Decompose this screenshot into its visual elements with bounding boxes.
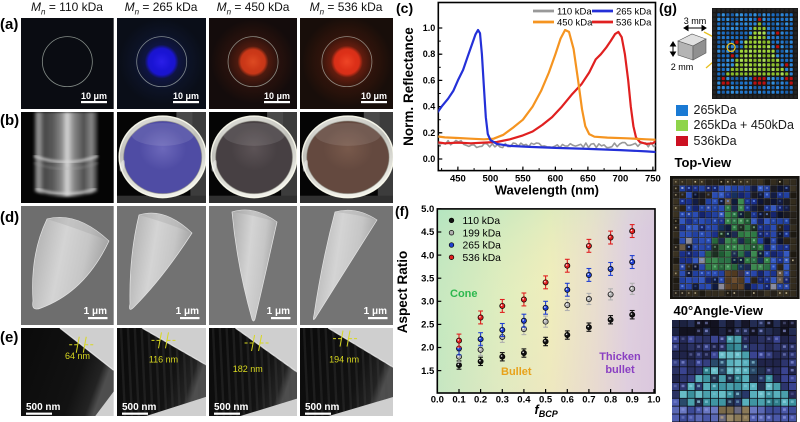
- svg-text:10 μm: 10 μm: [264, 91, 290, 101]
- svg-text:3 mm: 3 mm: [684, 16, 707, 26]
- svg-text:110 kDa: 110 kDa: [557, 7, 592, 18]
- svg-text:5.0: 5.0: [421, 204, 434, 215]
- svg-text:4.5: 4.5: [421, 227, 435, 238]
- svg-text:Bullet: Bullet: [501, 366, 532, 378]
- svg-text:0.0: 0.0: [431, 395, 444, 406]
- svg-text:199 kDa: 199 kDa: [463, 228, 502, 239]
- svg-text:0.8: 0.8: [423, 49, 436, 59]
- svg-text:650: 650: [580, 174, 596, 185]
- svg-text:265 kDa: 265 kDa: [616, 7, 652, 18]
- svg-text:500 nm: 500 nm: [214, 402, 249, 413]
- svg-text:0.5: 0.5: [539, 395, 553, 406]
- svg-text:600: 600: [547, 174, 563, 185]
- svg-text:0.4: 0.4: [423, 102, 436, 112]
- svg-text:550: 550: [515, 174, 531, 185]
- svg-text:10 μm: 10 μm: [361, 91, 387, 101]
- svg-text:116 nm: 116 nm: [148, 354, 177, 364]
- svg-text:0.0: 0.0: [423, 154, 436, 164]
- svg-text:bullet: bullet: [605, 364, 635, 376]
- svg-text:Cone: Cone: [450, 288, 478, 300]
- svg-text:700: 700: [612, 174, 628, 185]
- svg-text:1 μm: 1 μm: [266, 306, 289, 317]
- svg-text:1 μm: 1 μm: [363, 306, 386, 317]
- svg-text:750: 750: [645, 174, 661, 185]
- svg-text:64 nm: 64 nm: [65, 351, 90, 361]
- svg-text:Aspect Ratio: Aspect Ratio: [395, 251, 410, 334]
- svg-text:Thicken: Thicken: [599, 351, 641, 363]
- svg-text:194 nm: 194 nm: [329, 354, 359, 364]
- svg-text:1.0: 1.0: [647, 395, 660, 406]
- svg-text:0.6: 0.6: [561, 395, 574, 406]
- svg-text:0.2: 0.2: [423, 128, 436, 138]
- svg-text:3.5: 3.5: [421, 273, 435, 284]
- svg-text:0.7: 0.7: [582, 395, 595, 406]
- svg-text:0.4: 0.4: [517, 395, 531, 406]
- svg-text:500: 500: [482, 174, 498, 185]
- svg-text:2.0: 2.0: [421, 343, 434, 354]
- svg-text:536 kDa: 536 kDa: [616, 18, 652, 29]
- svg-text:450 kDa: 450 kDa: [557, 18, 593, 29]
- svg-text:500 nm: 500 nm: [26, 402, 61, 413]
- svg-text:0.8: 0.8: [604, 395, 617, 406]
- svg-text:10 μm: 10 μm: [81, 91, 107, 101]
- svg-text:0.6: 0.6: [423, 75, 436, 85]
- svg-text:450: 450: [450, 174, 466, 185]
- svg-text:2 mm: 2 mm: [671, 62, 694, 72]
- svg-text:536 kDa: 536 kDa: [463, 253, 502, 264]
- svg-text:1 μm: 1 μm: [84, 306, 107, 317]
- svg-text:10 μm: 10 μm: [173, 91, 199, 101]
- svg-text:0.9: 0.9: [626, 395, 639, 406]
- svg-text:0.2: 0.2: [474, 395, 487, 406]
- svg-text:2.5: 2.5: [421, 320, 435, 331]
- svg-text:4.0: 4.0: [421, 250, 434, 261]
- svg-text:265 kDa: 265 kDa: [463, 241, 502, 252]
- svg-text:1 μm: 1 μm: [175, 306, 198, 317]
- svg-text:1.0: 1.0: [423, 23, 436, 33]
- svg-text:110 kDa: 110 kDa: [463, 216, 501, 227]
- svg-text:0.1: 0.1: [452, 395, 466, 406]
- svg-text:500 nm: 500 nm: [305, 402, 340, 413]
- svg-text:Norm. Reflectance: Norm. Reflectance: [401, 27, 416, 146]
- svg-text:182 nm: 182 nm: [232, 364, 262, 374]
- svg-text:1.5: 1.5: [421, 366, 435, 377]
- svg-text:Wavelength (nm): Wavelength (nm): [495, 183, 599, 198]
- svg-text:0.3: 0.3: [496, 395, 509, 406]
- svg-text:3.0: 3.0: [421, 297, 434, 308]
- svg-text:500 nm: 500 nm: [122, 402, 157, 413]
